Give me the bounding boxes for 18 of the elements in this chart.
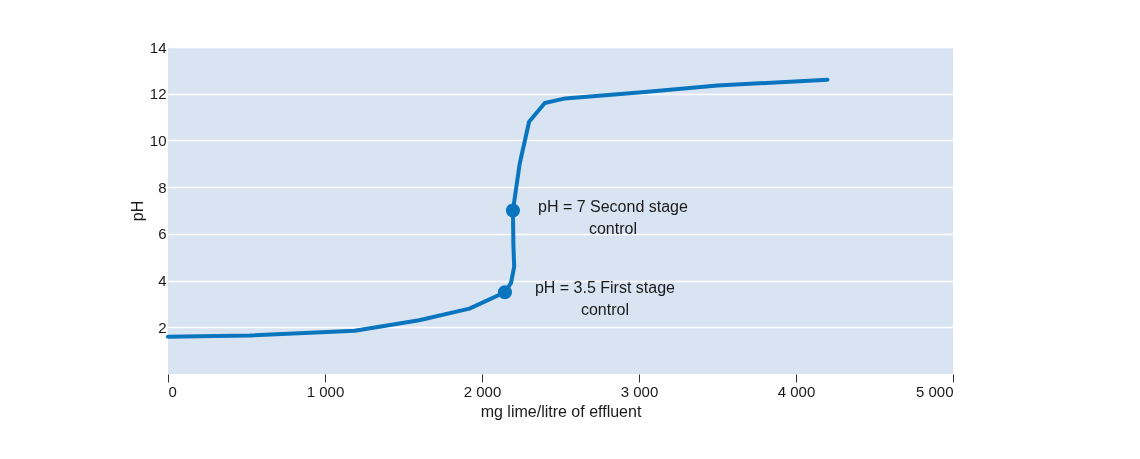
x-tick-label: 3 000 (620, 382, 659, 400)
y-tick-label: 4 (158, 272, 167, 290)
x-tick-label: 0 (168, 382, 177, 400)
y-tick-label: 2 (158, 318, 167, 336)
y-tick-label: 14 (149, 38, 167, 56)
x-tick-label: 4 000 (777, 382, 816, 400)
y-tick-label: 8 (158, 178, 167, 196)
x-axis-title: mg lime/litre of effluent (480, 402, 642, 420)
annotation: pH = 7 Second stage control (537, 197, 688, 237)
y-tick-label: 10 (149, 131, 167, 149)
x-tick-label: 1 000 (306, 382, 345, 400)
y-tick-label: 6 (158, 225, 167, 243)
line-series (166, 77, 830, 339)
x-tick-label: 5 000 (915, 382, 954, 400)
y-axis-title: pH (128, 200, 146, 222)
x-tick-label: 2 000 (463, 382, 502, 400)
y-tick-label: 12 (149, 85, 167, 103)
annotation: pH = 3.5 First stage control (534, 279, 676, 319)
